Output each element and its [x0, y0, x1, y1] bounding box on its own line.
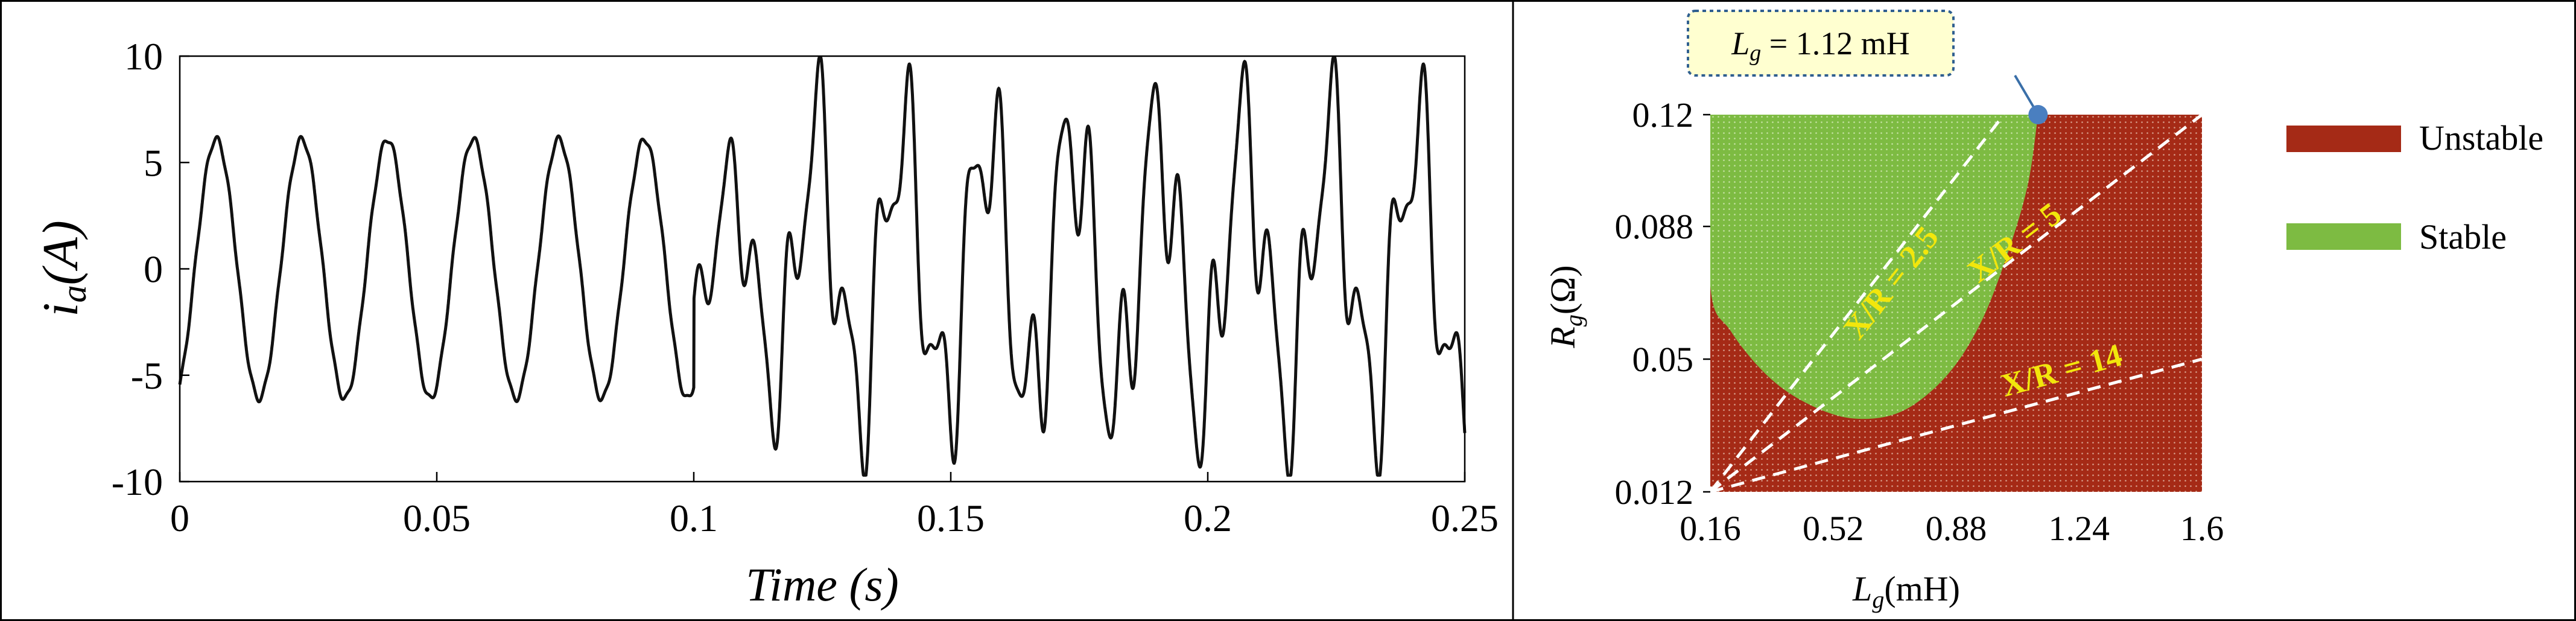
waveform-y-tick-label: 0: [144, 248, 163, 291]
map-y-axis-label: Rg(Ω): [1543, 265, 1587, 348]
legend-label-unstable: Unstable: [2419, 118, 2543, 158]
waveform-x-axis-label: Time (s): [746, 558, 899, 611]
xr-ratio-line: [1710, 357, 2203, 494]
annotation-text: Lg = 1.12 mH: [1731, 25, 1910, 66]
lg-annotation-callout: Lg = 1.12 mH: [1687, 10, 2048, 124]
map-x-tick-label: 1.24: [2049, 509, 2110, 548]
current-series-line: [178, 57, 1467, 477]
legend-label-stable: Stable: [2419, 217, 2507, 256]
waveform-x-ticks: 0 0.05 0.1 0.15 0.2 0.25: [170, 472, 1499, 540]
map-x-tick-label: 0.88: [1926, 509, 1987, 548]
waveform-x-tick-label: 0.1: [670, 497, 718, 540]
legend-swatch-stable: [2286, 223, 2401, 250]
waveform-x-tick-label: 0.25: [1431, 497, 1499, 540]
map-y-ticks: 0.12 0.088 0.05 0.012: [1615, 95, 1710, 512]
waveform-x-tick-label: 0: [170, 497, 189, 540]
waveform-y-tick-label: 5: [144, 141, 163, 184]
map-x-ticks: 0.16 0.52 0.88 1.24 1.6: [1680, 509, 2224, 548]
waveform-x-tick-label: 0.15: [917, 497, 985, 540]
map-y-tick-label: 0.012: [1615, 473, 1694, 512]
current-waveform-chart: 0 0.05 0.1 0.15 0.2 0.25 10 5 0 -5 -10 Time (s) i…: [33, 35, 1499, 611]
waveform-y-tick-label: -5: [131, 354, 163, 397]
map-x-tick-label: 0.16: [1680, 509, 1741, 548]
map-x-axis-label: Lg(mH): [1852, 569, 1960, 613]
map-y-tick-label: 0.088: [1615, 207, 1694, 246]
stable-region: [1710, 115, 2038, 419]
annotation-box: [1687, 10, 1955, 77]
waveform-plot-area: [178, 57, 1467, 477]
xr-ratio-line: [1709, 113, 2203, 493]
map-x-tick-label: 1.6: [2180, 509, 2224, 548]
legend-swatch-unstable: [2286, 126, 2401, 152]
waveform-y-ticks: 10 5 0 -5 -10: [112, 35, 189, 503]
map-x-tick-label: 0.52: [1803, 509, 1864, 548]
waveform-y-tick-label: 10: [124, 35, 163, 78]
waveform-y-axis-label: ia(A): [33, 220, 94, 317]
stability-map-chart: X/R = 2.5 X/R = 5X/R = 14 0.16 0.52 0.88 1.2…: [1543, 10, 2543, 613]
map-legend: Unstable Stable: [2286, 118, 2543, 256]
map-y-tick-label: 0.05: [1632, 340, 1694, 379]
map-y-tick-label: 0.12: [1632, 95, 1694, 135]
waveform-y-tick-label: -10: [112, 460, 163, 503]
xr-ratio-line: [1709, 113, 2005, 493]
annotation-marker: [2028, 105, 2048, 124]
waveform-x-tick-label: 0.2: [1184, 497, 1232, 540]
waveform-x-tick-label: 0.05: [403, 497, 471, 540]
